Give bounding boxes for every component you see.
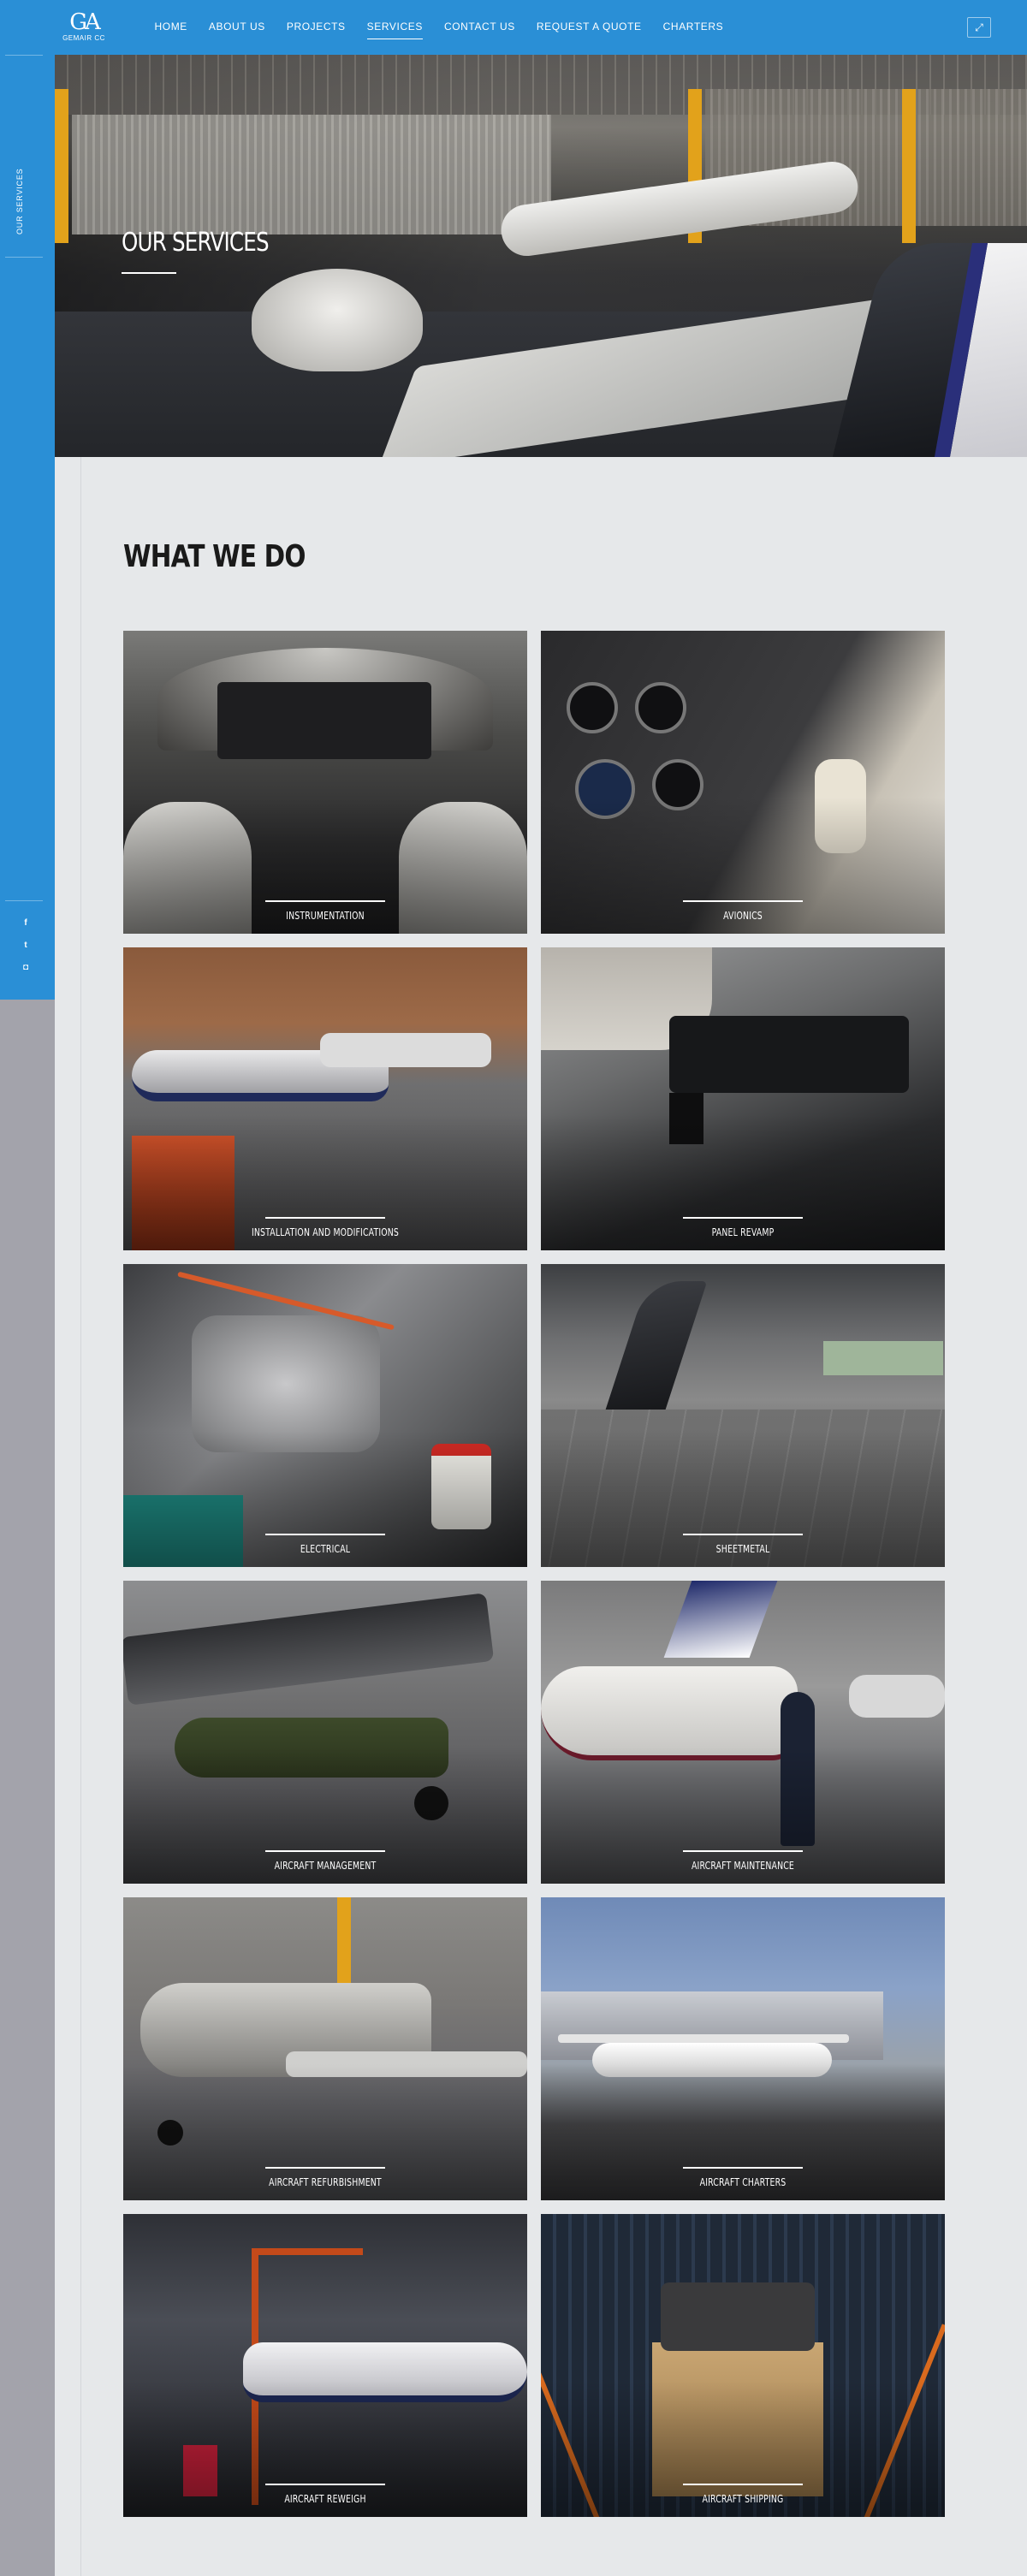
facebook-icon[interactable]: f	[24, 918, 27, 928]
service-label: INSTRUMENTATION	[286, 910, 365, 922]
sidebar-divider	[5, 55, 43, 56]
nav-services[interactable]: SERVICES	[356, 19, 433, 39]
riveted-skin	[541, 1410, 945, 1567]
gauge	[567, 682, 618, 733]
service-label: SHEETMETAL	[715, 1543, 770, 1555]
engine-cargo	[661, 2282, 815, 2351]
service-label: ELECTRICAL	[300, 1543, 351, 1555]
service-label: AIRCRAFT SHIPPING	[702, 2493, 784, 2505]
expand-button[interactable]: ⤢	[967, 17, 991, 38]
aircraft-wheel	[157, 2120, 183, 2146]
service-label: AIRCRAFT REFURBISHMENT	[269, 2176, 382, 2188]
service-tile-aircraft-reweigh[interactable]: AIRCRAFT REWEIGH	[123, 2214, 527, 2517]
aircraft-wing	[558, 2034, 849, 2043]
technician	[781, 1692, 815, 1846]
service-tile-aircraft-management[interactable]: AIRCRAFT MANAGEMENT	[123, 1581, 527, 1884]
sidebar-divider	[5, 900, 43, 901]
engine-component	[123, 1495, 243, 1567]
logo-mark: GA	[69, 9, 101, 35]
aircraft-fuselage	[243, 2342, 527, 2402]
aircraft	[849, 1675, 945, 1718]
twitter-icon[interactable]: t	[24, 941, 27, 950]
aircraft-wing	[286, 2051, 527, 2077]
aircraft-fuselage	[541, 1666, 798, 1760]
service-label: AIRCRAFT MAINTENANCE	[691, 1860, 795, 1872]
panel-cutout	[669, 1093, 703, 1144]
aircraft-fuselage	[175, 1718, 448, 1778]
sidebar-section-label: OUR SERVICES	[15, 168, 24, 234]
left-sidebar: OUR SERVICES f t ◘	[0, 55, 55, 1000]
nav-charters[interactable]: CHARTERS	[662, 21, 724, 33]
service-tile-aircraft-refurbishment[interactable]: AIRCRAFT REFURBISHMENT	[123, 1897, 527, 2200]
service-tile-avionics[interactable]: AVIONICS	[541, 631, 945, 934]
sidebar-lower-strip	[0, 1000, 55, 2576]
hero-banner	[55, 55, 1027, 457]
wooden-crate	[652, 2342, 823, 2496]
hero-hangar-wall	[72, 115, 551, 234]
service-tile-aircraft-maintenance[interactable]: AIRCRAFT MAINTENANCE	[541, 1581, 945, 1884]
service-label: AIRCRAFT MANAGEMENT	[274, 1860, 377, 1872]
section-title: WHAT WE DO	[123, 539, 306, 574]
service-tile-instrumentation[interactable]: INSTRUMENTATION	[123, 631, 527, 934]
nav-request-a-quote[interactable]: REQUEST A QUOTE	[536, 21, 642, 33]
service-tile-sheetmetal[interactable]: SHEETMETAL	[541, 1264, 945, 1567]
hero-title: OUR SERVICES	[122, 228, 270, 258]
content-guide-line	[80, 457, 81, 2576]
aircraft	[592, 2043, 832, 2077]
aircraft-wheel	[414, 1786, 448, 1820]
engine-hoist	[252, 2248, 363, 2255]
weighing-equipment	[183, 2445, 217, 2496]
instagram-icon[interactable]: ◘	[22, 963, 29, 972]
service-tile-panel-revamp[interactable]: PANEL REVAMP	[541, 947, 945, 1250]
hero-pillar	[55, 89, 68, 243]
control-yoke	[815, 759, 866, 853]
nav-home[interactable]: HOME	[154, 21, 187, 33]
service-tile-installation-and-modifications[interactable]: INSTALLATION AND MODIFICATIONS	[123, 947, 527, 1250]
tool-chest	[132, 1136, 234, 1250]
sidebar-divider	[5, 257, 43, 258]
gauge	[635, 682, 686, 733]
expand-icon: ⤢	[975, 21, 983, 33]
service-label: AIRCRAFT REWEIGH	[284, 2493, 366, 2505]
hero-pillar	[902, 89, 916, 243]
hero-aircraft	[497, 158, 862, 259]
service-label: INSTALLATION AND MODIFICATIONS	[251, 1226, 400, 1238]
hangar-pillar	[337, 1897, 351, 1983]
hero-title-underline	[122, 272, 176, 274]
gauge	[652, 759, 703, 810]
logo-text: GEMAIR CC	[62, 34, 105, 42]
engine-block	[192, 1315, 380, 1452]
service-label: PANEL REVAMP	[711, 1226, 775, 1238]
gemair-logo[interactable]: GA GEMAIR CC	[58, 10, 110, 48]
nav-about-us[interactable]: ABOUT US	[208, 21, 265, 33]
service-label: AVIONICS	[723, 910, 763, 922]
nav-projects[interactable]: PROJECTS	[286, 21, 346, 33]
hangar-opening	[823, 1341, 943, 1375]
service-tile-electrical[interactable]: ELECTRICAL	[123, 1264, 527, 1567]
service-tile-aircraft-shipping[interactable]: AIRCRAFT SHIPPING	[541, 2214, 945, 2517]
top-navigation-bar: GA GEMAIR CC HOME ABOUT US PROJECTS SERV…	[0, 0, 1027, 55]
instrument-panel	[217, 682, 431, 759]
instrument-panel	[669, 1016, 909, 1093]
main-nav: HOME ABOUT US PROJECTS SERVICES CONTACT …	[144, 19, 734, 39]
hero-aircraft	[252, 269, 423, 371]
service-label: AIRCRAFT CHARTERS	[699, 2176, 787, 2188]
cockpit-seat	[399, 802, 527, 934]
service-tile-aircraft-charters[interactable]: AIRCRAFT CHARTERS	[541, 1897, 945, 2200]
gauge	[575, 759, 635, 819]
aircraft-wing	[320, 1033, 491, 1067]
nav-contact-us[interactable]: CONTACT US	[443, 21, 515, 33]
fluid-reservoir	[431, 1444, 491, 1529]
cockpit-seat	[123, 802, 252, 934]
